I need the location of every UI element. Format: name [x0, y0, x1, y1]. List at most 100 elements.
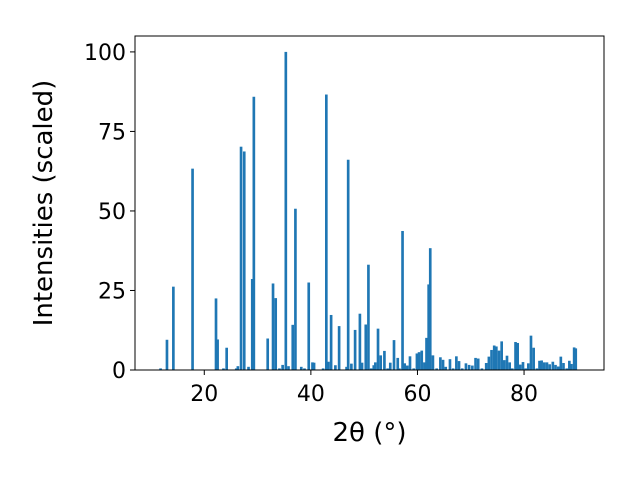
y-tick-label: 0 [112, 359, 126, 384]
bar [353, 329, 357, 370]
bar [392, 340, 396, 370]
bar [284, 51, 288, 371]
y-tick-label: 100 [84, 41, 126, 66]
bar [325, 94, 328, 370]
bar [388, 362, 392, 370]
y-axis-label: Intensities (scaled) [29, 80, 59, 327]
bar [524, 368, 527, 370]
bar [425, 337, 428, 370]
bar [559, 356, 563, 370]
bar [312, 362, 316, 370]
bar [490, 349, 493, 370]
bar [497, 350, 501, 370]
bar [570, 363, 573, 370]
bar [415, 353, 419, 370]
bar [505, 355, 509, 370]
bar [376, 328, 380, 370]
bar [474, 357, 477, 370]
bar [214, 298, 218, 370]
bar [408, 356, 412, 370]
bar [423, 362, 426, 370]
bar [503, 360, 506, 370]
bar [278, 368, 281, 370]
bar [345, 366, 348, 370]
bar [299, 366, 303, 370]
bar [551, 361, 555, 370]
bar [556, 366, 560, 370]
bar [406, 365, 409, 370]
bar [321, 368, 325, 370]
bar [508, 362, 511, 370]
bar [294, 208, 297, 370]
bar [448, 359, 452, 370]
bar-series [159, 51, 578, 371]
bar [455, 356, 458, 370]
bar [500, 341, 503, 370]
bar [239, 146, 243, 370]
bar [568, 360, 571, 370]
bar [386, 368, 389, 370]
bar [398, 368, 401, 370]
bar [334, 365, 337, 370]
bar [492, 345, 496, 370]
plot-frame [134, 35, 605, 371]
bar [480, 368, 484, 370]
bar [274, 298, 278, 370]
bar [457, 361, 461, 370]
bar [346, 159, 350, 370]
bar [542, 362, 546, 370]
bar [379, 355, 383, 370]
bar [444, 366, 448, 370]
bar [487, 356, 491, 370]
x-tick-label: 20 [190, 382, 218, 407]
bar [420, 350, 424, 370]
bar [471, 365, 474, 370]
bar [225, 347, 228, 370]
bar [562, 363, 565, 370]
bar [242, 151, 246, 370]
bar [383, 350, 386, 370]
bar [511, 368, 514, 370]
bar [572, 347, 576, 370]
bar [358, 313, 362, 370]
bar [529, 335, 533, 370]
bar [327, 361, 330, 370]
bar [367, 264, 370, 370]
y-tick-label: 50 [98, 200, 126, 225]
bar [431, 355, 435, 370]
bar [374, 362, 377, 370]
bar [191, 168, 194, 370]
bar [234, 368, 238, 370]
bar [250, 279, 254, 370]
bar [545, 362, 549, 370]
bar [464, 363, 468, 370]
bar [252, 96, 256, 370]
bar [435, 368, 438, 370]
bar [428, 248, 432, 370]
y-axis-ticks: 0 25 50 75 100 [84, 41, 135, 384]
bar [476, 358, 480, 370]
bar [337, 326, 341, 370]
bar [518, 364, 522, 370]
bar [516, 342, 519, 370]
bar [372, 365, 376, 370]
bar [403, 363, 406, 370]
bar [307, 282, 311, 370]
bar [521, 362, 525, 370]
bar [236, 366, 240, 370]
bar [311, 362, 314, 370]
bar [412, 368, 416, 370]
x-tick-label: 40 [297, 382, 325, 407]
bar [495, 346, 498, 370]
bar [216, 339, 219, 370]
bar [159, 368, 162, 370]
bar [271, 283, 275, 370]
bar [291, 324, 295, 370]
bar [526, 363, 530, 370]
bar [535, 368, 539, 370]
bar [538, 360, 541, 370]
bar [417, 352, 421, 370]
x-axis-ticks: 20 40 60 80 [190, 370, 538, 407]
x-tick-label: 60 [403, 382, 431, 407]
